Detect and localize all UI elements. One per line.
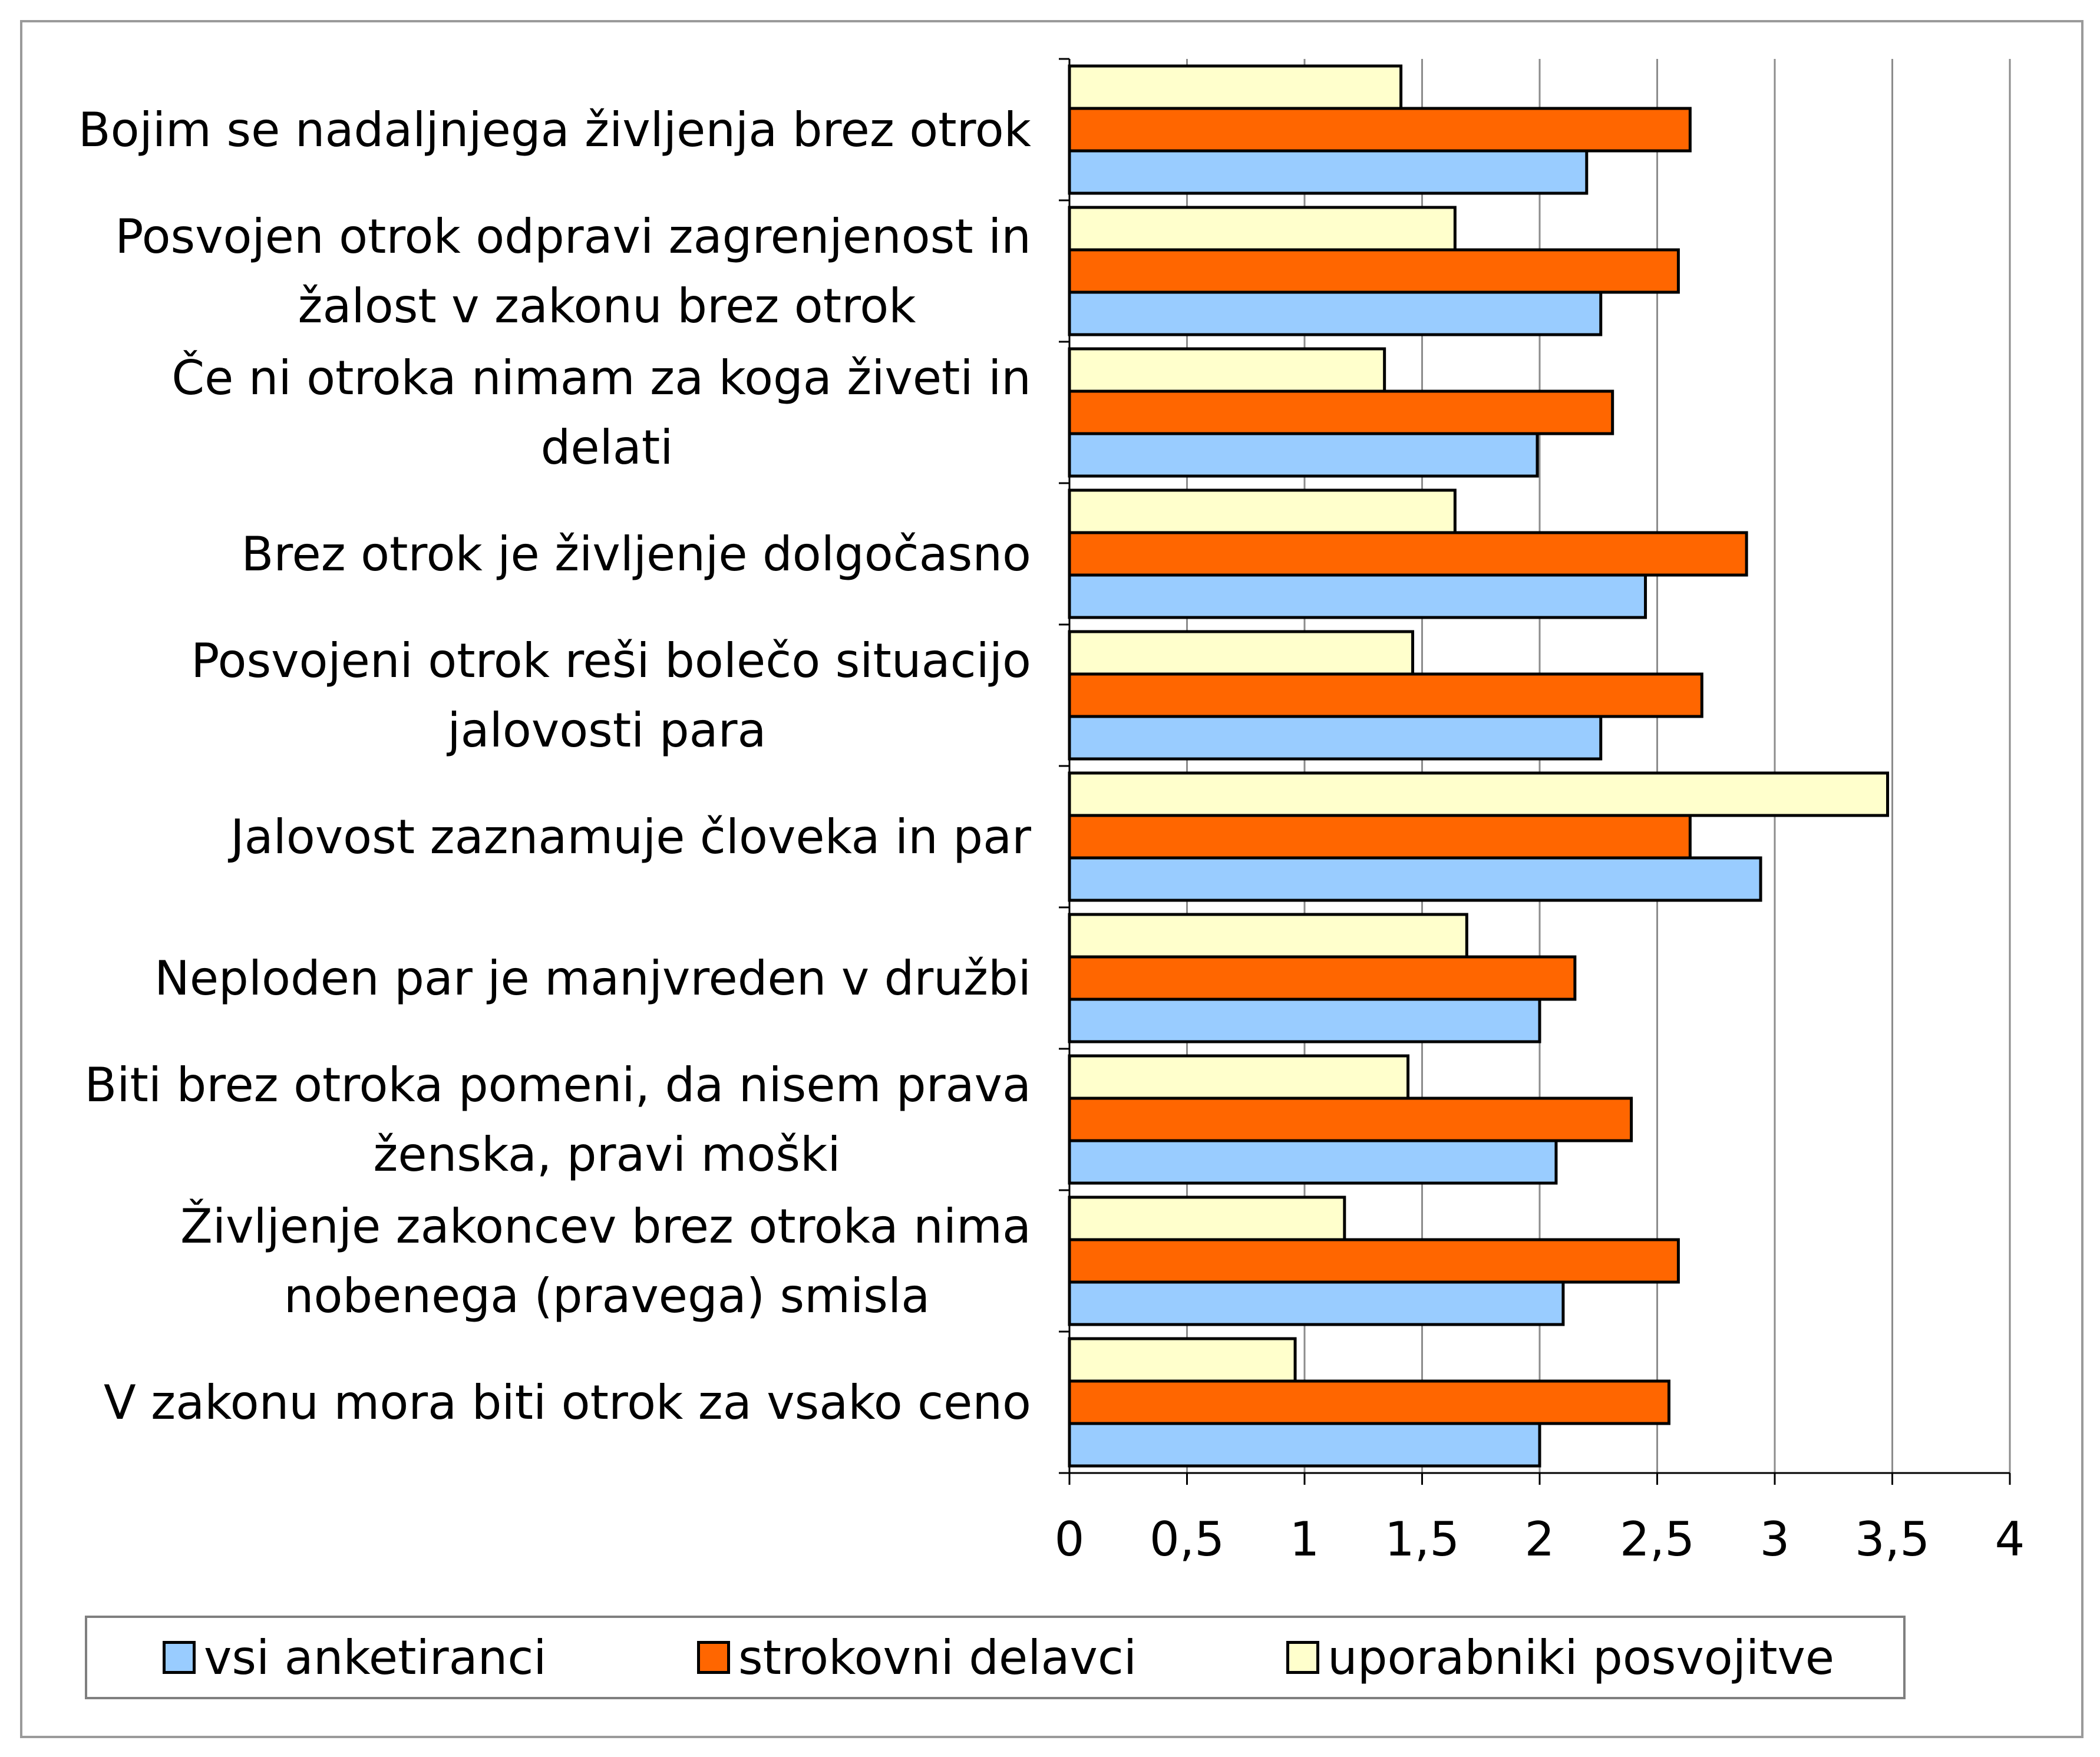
legend-swatch-strokovni-delavci [697,1641,730,1674]
bar [1068,1139,1558,1185]
bar [1068,1379,1670,1425]
category-label-line: Biti brez otroka pomeni, da nisem prava [84,1058,1031,1112]
bar [1068,856,1762,902]
category-label-line: Brez otrok je življenje dolgočasno [241,527,1031,582]
x-tick-label: 2 [1525,1512,1555,1567]
x-tick-label: 3,5 [1855,1512,1930,1567]
bar [1068,149,1589,195]
category-label-line: Če ni otroka nimam za koga živeti in [171,350,1031,405]
bar [1068,672,1703,718]
bar [1068,1280,1565,1326]
x-tick-label: 0,5 [1150,1512,1224,1567]
bar [1068,248,1680,294]
category-label: Brez otrok je življenje dolgočasno [241,527,1031,582]
category-label-line: jalovosti para [446,703,766,758]
category-label-line: Posvojen otrok odpravi zagrenjenost in [115,209,1031,264]
category-label: Posvojeni otrok reši bolečo situacijo jal… [191,633,1031,758]
x-tick-label: 1,5 [1385,1512,1460,1567]
bar [1068,771,1890,817]
category-label: Če ni otroka nimam za koga živeti in dela… [171,350,1031,475]
legend-item-vsi-anketiranci: vsi anketiranci [163,1618,547,1697]
category-label: Posvojen otrok odpravi zagrenjenost in ža… [115,209,1031,333]
bar [1068,290,1603,336]
category-label-line: Življenje zakoncev brez otroka nima [180,1198,1031,1254]
category-label-line: Jalovost zaznamuje človeka in par [227,810,1031,864]
legend-label-uporabniki-posvojitve: uporabniki posvojitve [1328,1630,1835,1685]
category-label-line: nobenega (pravega) smisla [284,1269,930,1323]
category-label: Jalovost zaznamuje človeka in par [227,810,1031,864]
x-tick-label: 2,5 [1620,1512,1695,1567]
bar [1068,715,1603,761]
x-tick-label: 0 [1055,1512,1085,1567]
bar [1068,531,1748,577]
bar [1068,389,1614,435]
x-tick-label: 3 [1760,1512,1790,1567]
legend-label-vsi-anketiranci: vsi anketiranci [204,1630,547,1685]
bar [1068,955,1577,1001]
category-label-line: Bojim se nadaljnjega življenja brez otro… [78,103,1032,157]
bar [1068,1238,1680,1284]
category-label-line: delati [541,420,673,475]
category-label: Življenje zakoncev brez otroka nima noben… [180,1198,1031,1323]
bar [1068,1054,1410,1100]
category-label: Neploden par je manjvreden v družbi [154,951,1031,1006]
bar [1068,107,1692,153]
category-label: V zakonu mora biti otrok za vsako ceno [104,1375,1031,1430]
bar [1068,1337,1297,1383]
category-label: Bojim se nadaljnjega življenja brez otro… [78,103,1032,157]
bar [1068,1422,1541,1468]
bar [1068,64,1403,110]
x-tick-label: 4 [1995,1512,2025,1567]
bar [1068,913,1468,959]
legend-swatch-uporabniki-posvojitve [1286,1641,1319,1674]
legend-label-strokovni-delavci: strokovni delavci [738,1630,1137,1685]
x-tick-label: 1 [1290,1512,1320,1567]
bar [1068,573,1647,619]
category-label-line: žalost v zakonu brez otrok [298,279,917,333]
bar [1068,814,1692,860]
bar [1068,488,1457,534]
bar [1068,630,1415,676]
bar [1068,347,1386,393]
legend: vsi anketiranci strokovni delavci uporab… [85,1616,1906,1699]
category-label-line: Neploden par je manjvreden v družbi [154,951,1031,1006]
legend-item-uporabniki-posvojitve: uporabniki posvojitve [1286,1618,1834,1697]
bar [1068,998,1541,1043]
category-label: Biti brez otroka pomeni, da nisem prava ž… [84,1058,1031,1182]
legend-swatch-vsi-anketiranci [163,1641,196,1674]
legend-item-strokovni-delavci: strokovni delavci [697,1618,1137,1697]
bar [1068,1097,1633,1142]
bar [1068,432,1539,478]
bar [1068,206,1457,252]
bar [1068,1195,1346,1241]
category-label-line: ženska, pravi moški [373,1127,840,1182]
category-label-line: Posvojeni otrok reši bolečo situacijo [191,633,1031,688]
category-label-line: V zakonu mora biti otrok za vsako ceno [104,1375,1031,1430]
